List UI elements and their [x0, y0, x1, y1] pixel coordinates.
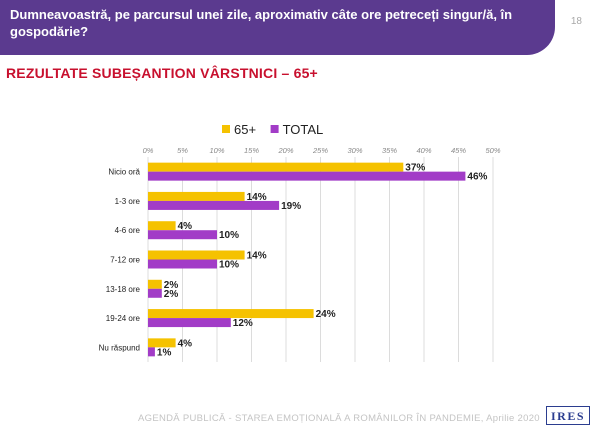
ires-logo: IRES: [546, 406, 590, 425]
bar-total: [148, 318, 231, 328]
category-label: 19-24 ore: [106, 314, 141, 323]
bar-total: [148, 230, 217, 240]
bar-65: [148, 191, 245, 201]
bar-65: [148, 309, 314, 319]
x-tick-label: 10%: [209, 146, 224, 155]
data-label: 4%: [178, 221, 193, 232]
x-tick-label: 50%: [485, 146, 500, 155]
data-label: 1%: [157, 347, 172, 358]
header-banner: Dumneavoastră, pe parcursul unei zile, a…: [0, 0, 555, 55]
data-label: 12%: [233, 318, 253, 329]
bar-total: [148, 171, 466, 181]
legend-swatch-total: [270, 125, 279, 133]
legend-swatch-65: [222, 125, 230, 133]
x-tick-label: 35%: [382, 146, 397, 155]
x-tick-label: 40%: [416, 146, 431, 155]
data-label: 37%: [405, 163, 425, 174]
category-label: 13-18 ore: [106, 285, 141, 294]
legend-label-65: 65+: [234, 122, 256, 137]
bar-65: [148, 221, 176, 231]
footer-text: AGENDĂ PUBLICĂ - STAREA EMOȚIONALĂ A ROM…: [138, 413, 540, 424]
x-tick-label: 25%: [312, 146, 328, 155]
legend-label-total: TOTAL: [283, 122, 324, 137]
logo-text: IRES: [551, 409, 585, 423]
category-label: 1-3 ore: [115, 197, 141, 206]
data-label: 10%: [219, 230, 239, 241]
bar-65: [148, 250, 245, 260]
page-number: 18: [570, 16, 582, 27]
x-tick-label: 30%: [347, 146, 362, 155]
x-tick-label: 45%: [451, 146, 466, 155]
question-text: Dumneavoastră, pe parcursul unei zile, a…: [10, 7, 513, 39]
section-subtitle: REZULTATE SUBEȘANTION VÂRSTNICI – 65+: [6, 65, 318, 81]
ires-logo-mark: IRES: [551, 409, 585, 423]
x-tick-label: 20%: [277, 146, 293, 155]
data-label: 19%: [281, 201, 301, 212]
data-label: 2%: [164, 289, 179, 300]
data-label: 46%: [467, 172, 487, 183]
bar-total: [148, 288, 162, 298]
bar-total: [148, 259, 217, 269]
data-label: 14%: [247, 251, 267, 262]
bar-65: [148, 162, 404, 172]
category-label: 7-12 ore: [110, 256, 140, 265]
bar-total: [148, 200, 280, 210]
data-label: 2%: [164, 280, 179, 291]
category-label: 4-6 ore: [115, 226, 141, 235]
data-label: 10%: [219, 260, 239, 271]
data-label: 14%: [247, 192, 267, 203]
bar-65: [148, 279, 162, 289]
x-tick-label: 0%: [143, 146, 154, 155]
data-label: 4%: [178, 338, 193, 349]
data-label: 24%: [316, 309, 336, 320]
bar-total: [148, 347, 155, 357]
category-label: Nicio oră: [108, 168, 140, 177]
category-label: Nu răspund: [99, 343, 140, 352]
x-tick-label: 15%: [244, 146, 259, 155]
bar-65: [148, 338, 176, 348]
x-tick-label: 5%: [177, 146, 188, 155]
